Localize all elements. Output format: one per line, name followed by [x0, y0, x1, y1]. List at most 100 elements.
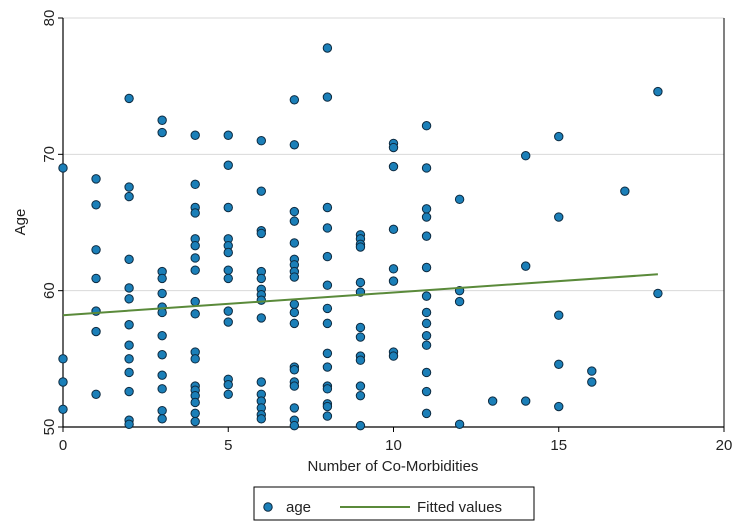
data-point	[421, 231, 432, 241]
data-point	[421, 291, 432, 301]
data-point	[256, 273, 266, 284]
data-point	[124, 93, 134, 104]
data-point	[322, 362, 333, 372]
data-point	[289, 381, 300, 391]
data-point	[289, 272, 300, 282]
data-point	[223, 273, 233, 284]
data-point	[157, 273, 167, 284]
data-point	[653, 288, 663, 299]
fitted-line-group	[62, 273, 658, 317]
data-point	[322, 384, 333, 394]
data-point	[157, 384, 167, 394]
data-point	[157, 127, 167, 138]
data-point	[322, 251, 333, 262]
data-point	[124, 294, 134, 304]
data-point	[554, 401, 564, 412]
data-point	[554, 310, 564, 320]
y-tick-label: 60	[41, 282, 58, 299]
data-point	[421, 386, 432, 397]
data-point	[124, 419, 134, 429]
data-point	[421, 212, 432, 222]
data-point	[355, 420, 366, 431]
data-point	[124, 283, 134, 293]
data-point	[58, 163, 68, 173]
data-point	[289, 95, 300, 105]
data-point	[388, 276, 399, 286]
plot-frame	[62, 18, 725, 428]
data-point	[322, 202, 333, 213]
data-point	[421, 121, 432, 131]
data-point	[521, 150, 531, 161]
data-point	[653, 86, 663, 97]
legend-marker-age	[263, 502, 273, 512]
data-point	[322, 411, 333, 421]
data-point	[289, 420, 300, 431]
data-point	[190, 408, 200, 419]
data-point	[289, 365, 300, 375]
data-point	[256, 228, 266, 239]
data-point	[124, 386, 134, 397]
data-point	[157, 405, 167, 416]
data-point	[223, 202, 233, 213]
data-point	[554, 359, 564, 369]
data-point	[223, 389, 233, 399]
y-tick-label: 80	[41, 10, 58, 27]
fitted-line	[62, 273, 658, 317]
data-point	[620, 186, 630, 196]
data-point	[256, 377, 266, 387]
data-point	[289, 238, 300, 248]
data-point	[223, 247, 233, 258]
data-point	[190, 208, 200, 218]
data-point	[322, 401, 333, 412]
gridlines	[63, 17, 724, 292]
x-tick-label: 10	[385, 437, 402, 454]
data-point	[421, 340, 432, 350]
data-point	[322, 43, 333, 53]
legend: age Fitted values	[253, 486, 535, 521]
data-point	[355, 332, 366, 342]
data-point	[421, 408, 432, 419]
y-axis-title: Age	[12, 209, 29, 236]
data-point	[190, 179, 200, 190]
data-point	[91, 273, 101, 284]
data-point	[190, 397, 200, 408]
data-point	[190, 130, 200, 140]
x-tick-label: 15	[550, 437, 567, 454]
data-point	[355, 277, 366, 288]
data-point	[157, 414, 167, 424]
data-point	[157, 115, 167, 125]
data-point	[289, 318, 300, 329]
data-point	[58, 404, 68, 414]
data-point	[554, 212, 564, 222]
data-point	[223, 130, 233, 140]
data-point	[157, 350, 167, 360]
data-point	[289, 307, 300, 318]
data-point	[190, 240, 200, 251]
data-point	[190, 416, 200, 427]
data-point	[223, 306, 233, 316]
data-point	[256, 313, 266, 323]
data-point	[190, 265, 200, 275]
data-point	[322, 303, 333, 314]
data-point	[322, 92, 333, 102]
data-point	[289, 216, 300, 226]
data-point	[355, 355, 366, 365]
data-point	[124, 254, 134, 265]
data-point	[421, 318, 432, 329]
legend-label-age: age	[286, 499, 311, 516]
data-point	[256, 414, 266, 424]
data-point	[421, 367, 432, 378]
data-point	[322, 223, 333, 233]
data-point	[124, 320, 134, 330]
data-point	[421, 163, 432, 173]
data-point	[157, 370, 167, 380]
data-point	[521, 396, 531, 406]
data-point	[454, 296, 465, 307]
data-point	[388, 224, 399, 235]
y-tick-label: 50	[41, 419, 58, 436]
data-point	[190, 296, 200, 307]
data-point	[322, 280, 333, 290]
data-point	[388, 351, 399, 361]
legend-box	[253, 486, 535, 521]
